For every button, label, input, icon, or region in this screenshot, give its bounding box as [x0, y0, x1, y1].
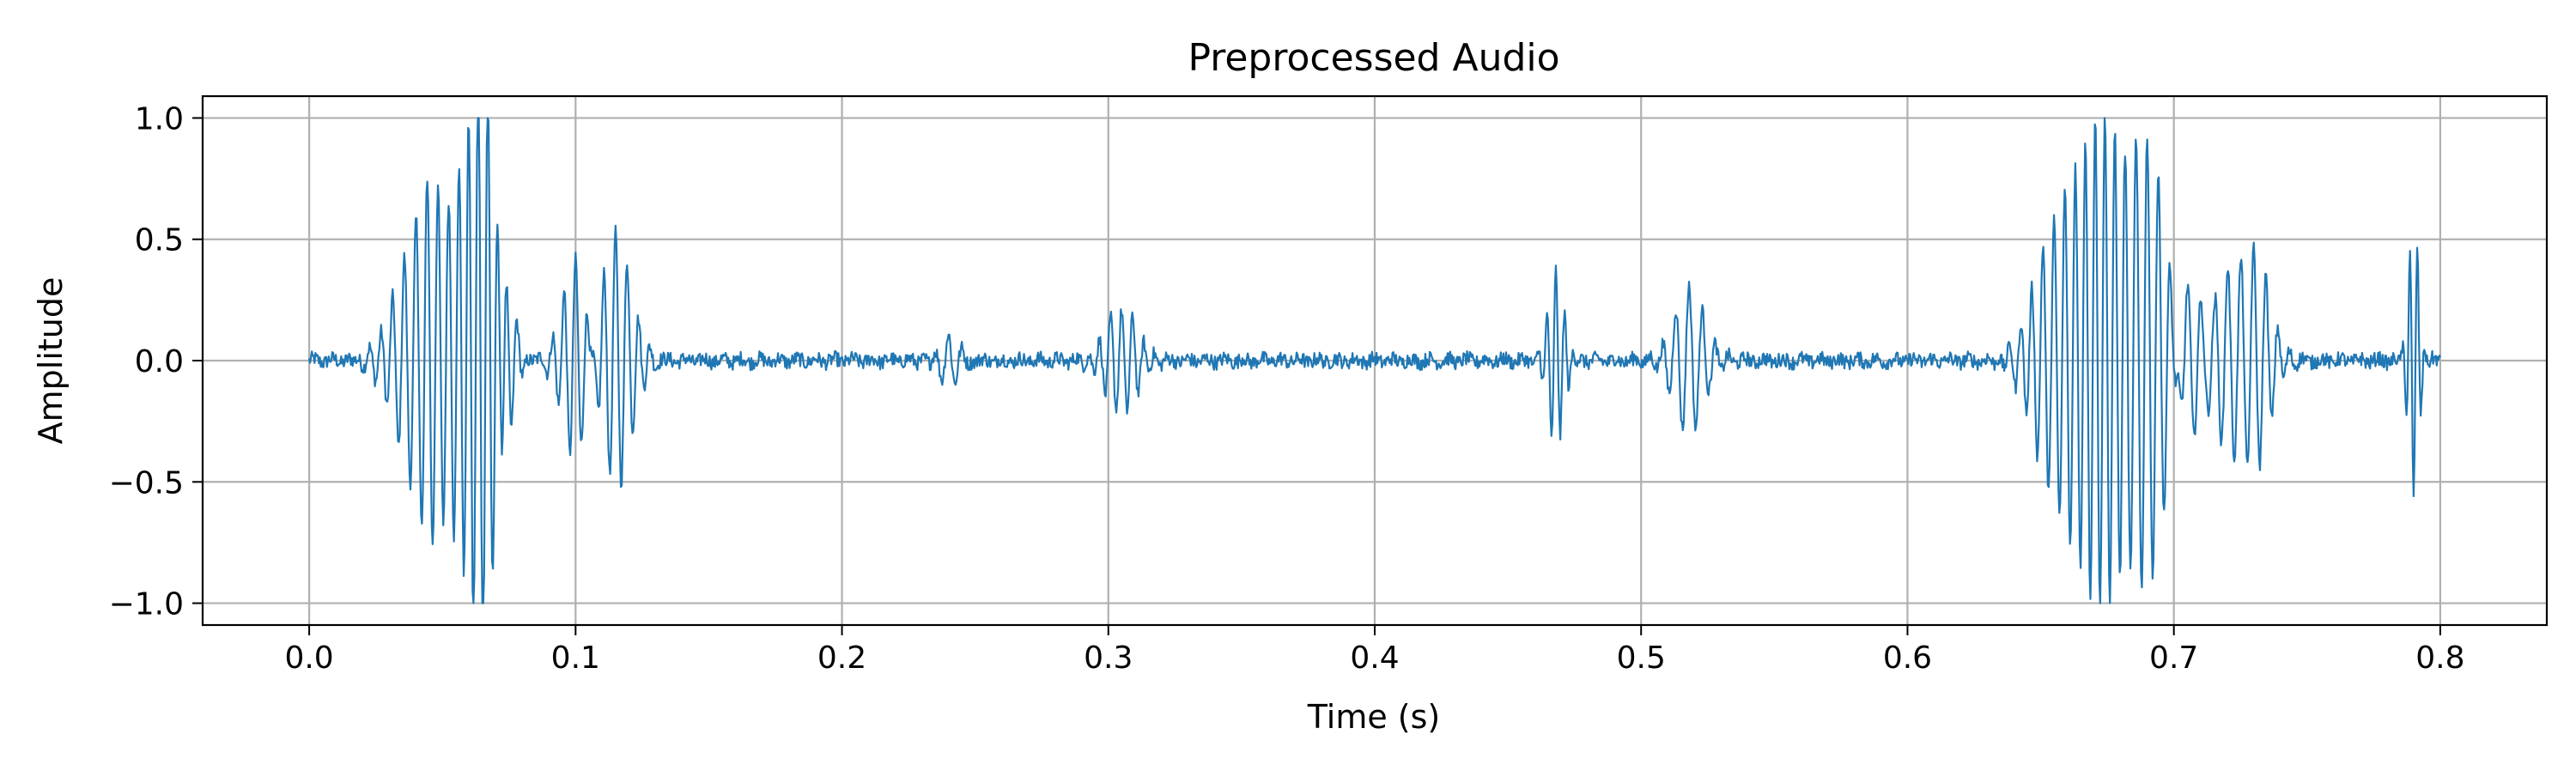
labels: Preprocessed Audio Time (s) Amplitude — [32, 36, 1560, 736]
x-tick-label: 0.0 — [284, 640, 333, 676]
x-tick-label: 0.8 — [2415, 640, 2464, 676]
y-tick-label: 0.5 — [135, 223, 184, 258]
axes-frame — [201, 94, 2549, 627]
x-tick-label: 0.3 — [1084, 640, 1133, 676]
x-axis-label: Time (s) — [1307, 698, 1441, 736]
chart-title: Preprocessed Audio — [1188, 36, 1559, 80]
y-axis-label: Amplitude — [32, 277, 70, 445]
y-tick-label: 0.0 — [135, 344, 184, 379]
x-tick-label: 0.7 — [2149, 640, 2198, 676]
y-tick-label: −0.5 — [109, 465, 184, 501]
waveform-line — [308, 117, 2441, 604]
x-tick-label: 0.5 — [1617, 640, 1666, 676]
x-tick-label: 0.6 — [1883, 640, 1932, 676]
y-tick-label: −1.0 — [109, 587, 184, 622]
plot-area — [308, 117, 2441, 604]
y-tick-label: 1.0 — [135, 101, 184, 137]
x-tick-label: 0.2 — [817, 640, 866, 676]
x-tick-label: 0.4 — [1350, 640, 1399, 676]
axes: 0.0 0.1 0.2 0.3 0.4 0.5 0.6 0.7 0.8 1.0 0.5 0.0 −0.5… — [109, 94, 2549, 676]
x-tick-label: 0.1 — [551, 640, 600, 676]
